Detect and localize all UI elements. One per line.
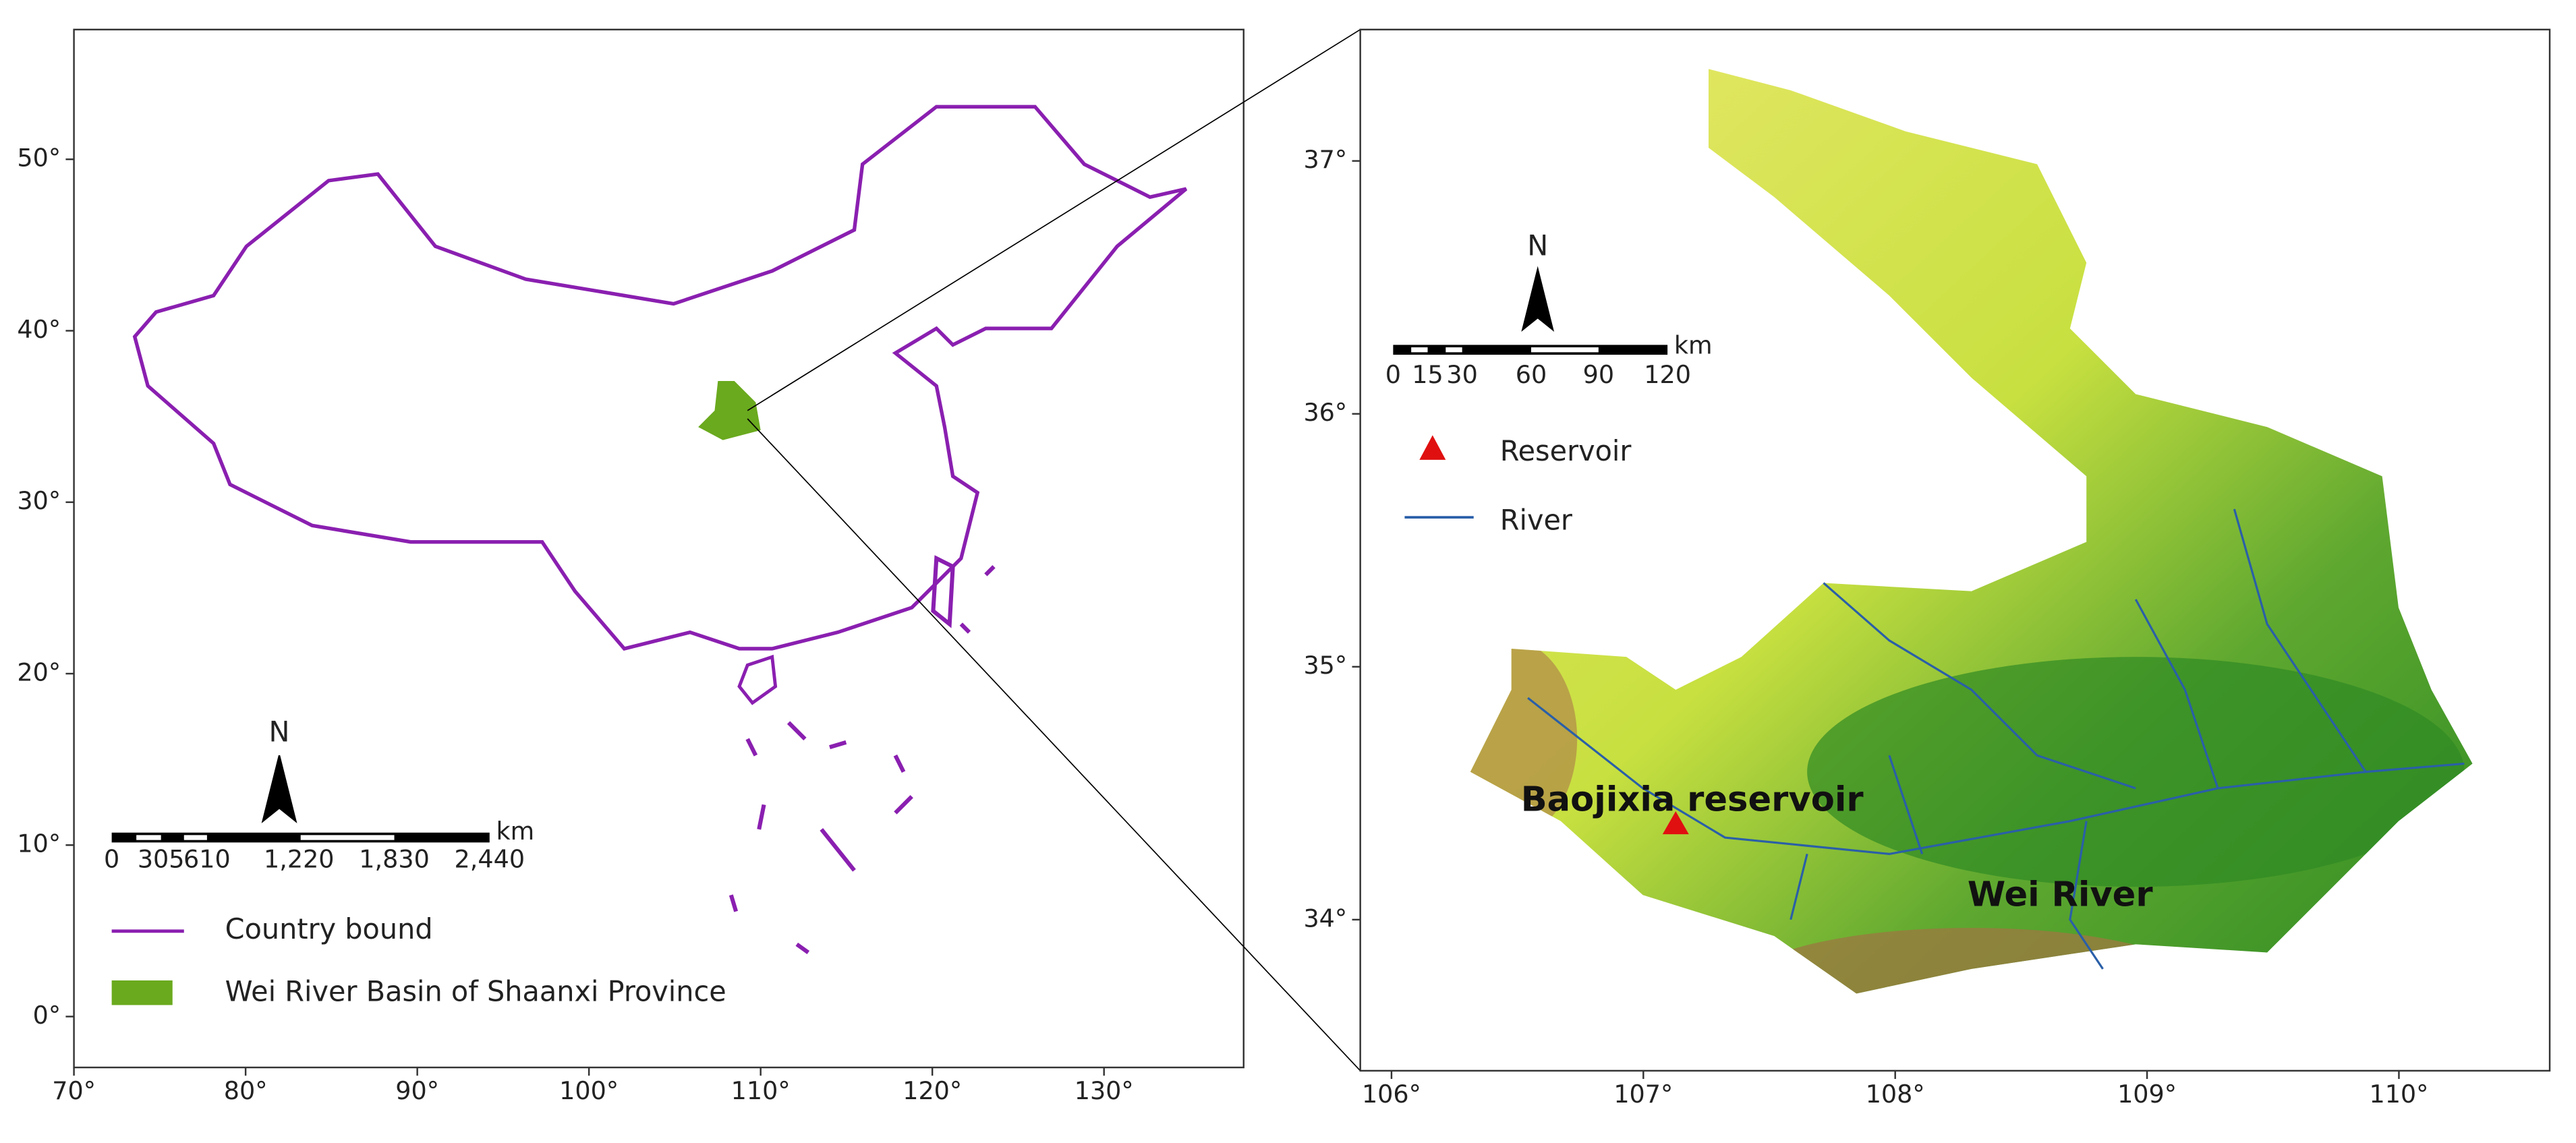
- x-tick-label: 70°: [52, 1076, 96, 1105]
- connector-line: [747, 29, 1361, 411]
- scale-label: 2,440: [455, 845, 525, 874]
- hainan-boundary: [737, 654, 778, 705]
- y-tick-label: 10°: [17, 829, 61, 858]
- scale-bar: [1393, 345, 1668, 355]
- left-frame: [73, 28, 1244, 1069]
- y-tick-label: 30°: [17, 486, 61, 515]
- scale-label: 0: [1385, 360, 1401, 389]
- scale-bar: [111, 832, 490, 843]
- x-tick-label: 107°: [1613, 1080, 1673, 1109]
- legend-label: Wei River Basin of Shaanxi Province: [225, 975, 726, 1007]
- legend-label: Reservoir: [1500, 435, 1632, 467]
- y-tick-label: 34°: [1303, 904, 1347, 933]
- legend-label: Country bound: [225, 913, 433, 945]
- x-tick-label: 100°: [559, 1076, 619, 1105]
- island-boundaries: [728, 555, 996, 954]
- x-tick-label: 109°: [2117, 1080, 2177, 1109]
- north-label: N: [1527, 230, 1548, 262]
- scale-label: 60: [1516, 360, 1547, 389]
- x-tick-label: 110°: [731, 1076, 791, 1105]
- x-tick-label: 120°: [903, 1076, 962, 1105]
- y-tick-label: 40°: [17, 315, 61, 344]
- scale-label: 90: [1583, 360, 1614, 389]
- x-tick-label: 130°: [1075, 1076, 1134, 1105]
- scale-label: 305: [138, 845, 185, 874]
- y-tick-label: 50°: [17, 144, 61, 173]
- scale-label: 30: [1446, 360, 1477, 389]
- north-arrow: [1521, 266, 1555, 332]
- x-tick-label: 80°: [224, 1076, 268, 1105]
- x-tick-label: 106°: [1362, 1080, 1421, 1109]
- scale-label: 1,830: [359, 845, 430, 874]
- right-frame: [1359, 28, 2551, 1072]
- china-boundary: [132, 105, 1188, 651]
- legend-swatch: [1419, 435, 1446, 460]
- y-tick-label: 37°: [1303, 145, 1347, 174]
- scale-unit: km: [1674, 330, 1713, 359]
- legend-swatch: [111, 980, 173, 1005]
- y-tick-label: 36°: [1303, 398, 1347, 427]
- scale-label: 15: [1412, 360, 1443, 389]
- annotation: Wei River: [1968, 875, 2153, 915]
- x-tick-label: 108°: [1866, 1080, 1925, 1109]
- x-tick-label: 110°: [2369, 1080, 2428, 1109]
- annotation: Baojixia reservoir: [1521, 780, 1864, 819]
- y-tick-label: 35°: [1303, 651, 1347, 680]
- scale-label: 120: [1644, 360, 1691, 389]
- scale-label: 610: [183, 845, 231, 874]
- rivers: [1527, 508, 2465, 970]
- scale-label: 0: [104, 845, 119, 874]
- north-label: N: [269, 716, 290, 749]
- north-arrow: [261, 755, 297, 823]
- x-tick-label: 90°: [395, 1076, 439, 1105]
- y-tick-label: 0°: [33, 1001, 61, 1030]
- y-tick-label: 20°: [17, 657, 61, 686]
- wei-basin-inset: [698, 381, 761, 440]
- scale-unit: km: [496, 817, 535, 846]
- legend-label: River: [1500, 504, 1573, 536]
- scale-label: 1,220: [264, 845, 335, 874]
- connector-line: [747, 418, 1361, 1072]
- reservoir-marker: [1662, 811, 1689, 835]
